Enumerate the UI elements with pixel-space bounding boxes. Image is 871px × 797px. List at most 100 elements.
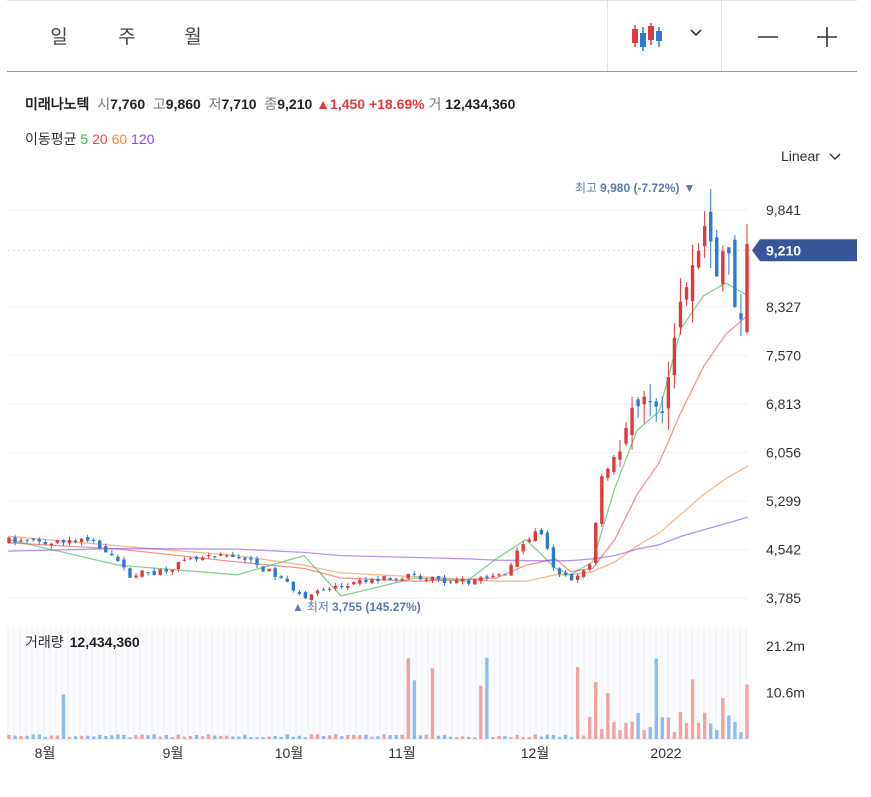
candle-body	[340, 586, 344, 588]
x-axis-labels: 8월 9월 10월 11월 12월 2022	[35, 745, 682, 761]
volume-bar	[618, 730, 622, 739]
volume-bar	[140, 734, 144, 739]
volume-bar	[249, 737, 253, 739]
minus-icon[interactable]	[748, 17, 788, 57]
candle-body	[581, 570, 586, 577]
chevron-down-icon	[829, 153, 841, 160]
volume-bar	[188, 735, 193, 739]
low-marker: ▲ 최저 3,755 (145.27%)	[292, 600, 421, 614]
volume-bar	[67, 736, 72, 739]
volume-bar	[321, 735, 326, 739]
candle-body	[152, 570, 156, 576]
volume-bar	[116, 734, 120, 739]
volume-bar	[745, 684, 749, 739]
stock-name: 미래나노텍	[25, 96, 90, 112]
volume-bar	[19, 736, 23, 739]
volume-bar	[243, 734, 247, 739]
candle-body	[606, 468, 610, 478]
volume-bar	[497, 736, 501, 739]
candle-body	[678, 301, 683, 328]
x-tick-label: 2022	[650, 745, 681, 761]
current-price-tag: 9,210	[752, 239, 857, 262]
candle-body	[146, 572, 150, 574]
volume-bar	[575, 667, 580, 739]
volume-bar	[98, 734, 102, 739]
y-tick-label: 7,570	[766, 347, 801, 363]
volume-bar	[170, 736, 175, 739]
chevron-down-icon[interactable]	[685, 17, 725, 57]
volume-bar	[152, 734, 156, 739]
volume-bar	[606, 693, 610, 739]
period-month-tab[interactable]: 월	[184, 27, 202, 48]
low-marker-label: 최저	[307, 600, 329, 614]
volume-bar	[340, 736, 344, 739]
candle-body	[352, 582, 356, 585]
volume-bar	[43, 736, 47, 739]
candle-body	[575, 575, 580, 580]
low-label: 저	[208, 96, 222, 112]
volume-bar	[527, 737, 531, 739]
candle-body	[612, 456, 616, 473]
candle-body	[557, 568, 562, 575]
candle-body	[745, 244, 749, 332]
candle-body	[539, 529, 544, 535]
volume-bar	[485, 657, 489, 739]
candle-body	[19, 540, 23, 542]
volume-legend: 거래량 12,434,360	[25, 634, 140, 650]
y-tick-label: 6,056	[766, 445, 801, 461]
volume-bar	[104, 735, 108, 739]
scale-selector[interactable]: Linear	[781, 148, 842, 164]
high-marker: 최고 9,980 (-7.72%) ▼	[575, 181, 695, 195]
candle-body	[424, 579, 429, 581]
candle-body	[55, 540, 60, 543]
x-tick-label: 9월	[163, 745, 184, 761]
volume-bar	[642, 730, 646, 739]
volume-bar	[412, 680, 416, 739]
volume-bar	[660, 717, 665, 739]
volume-bar	[473, 737, 477, 739]
candlestick-icon[interactable]	[627, 17, 667, 57]
candle-body	[122, 559, 126, 568]
volume-bar	[709, 723, 713, 739]
candle-body	[7, 537, 11, 544]
volume-bar	[666, 717, 671, 739]
volume-bar	[122, 734, 126, 739]
close-value: 9,210	[277, 96, 313, 112]
toolbar-divider	[721, 1, 722, 71]
change-value: ▲1,450	[316, 96, 366, 112]
candle-body	[515, 550, 519, 567]
volume-bar	[448, 736, 453, 739]
plus-icon[interactable]	[807, 17, 847, 57]
ma-60: 60	[111, 131, 128, 147]
candle-body	[491, 575, 495, 578]
period-day-tab[interactable]: 일	[50, 27, 68, 48]
candle-body	[309, 594, 314, 601]
candle-body	[684, 287, 689, 300]
volume-bar	[55, 735, 60, 739]
x-tick-label: 12월	[521, 745, 549, 761]
candle-body	[110, 553, 114, 556]
volume-bar	[696, 722, 701, 739]
volume-bar	[146, 735, 150, 739]
candle-body	[521, 544, 525, 552]
volume-bar	[13, 735, 17, 739]
candle-body	[358, 580, 362, 584]
candle-body	[388, 578, 392, 581]
candle-body	[297, 592, 302, 594]
volume-bar	[364, 734, 368, 739]
period-week-tab[interactable]: 주	[118, 27, 136, 48]
volume-bar	[309, 734, 314, 739]
candle-body	[79, 538, 84, 542]
candle-body	[98, 540, 102, 548]
volume-bar	[134, 735, 138, 739]
volume-bar	[225, 735, 229, 739]
volume-bar	[672, 731, 677, 739]
volume-bar	[648, 727, 652, 739]
volume-bar	[158, 736, 162, 739]
candle-body	[104, 546, 108, 553]
high-marker-label: 최고	[575, 181, 597, 195]
volume-bar	[581, 735, 586, 739]
candle-body	[170, 569, 175, 572]
low-value: 7,710	[221, 96, 257, 112]
